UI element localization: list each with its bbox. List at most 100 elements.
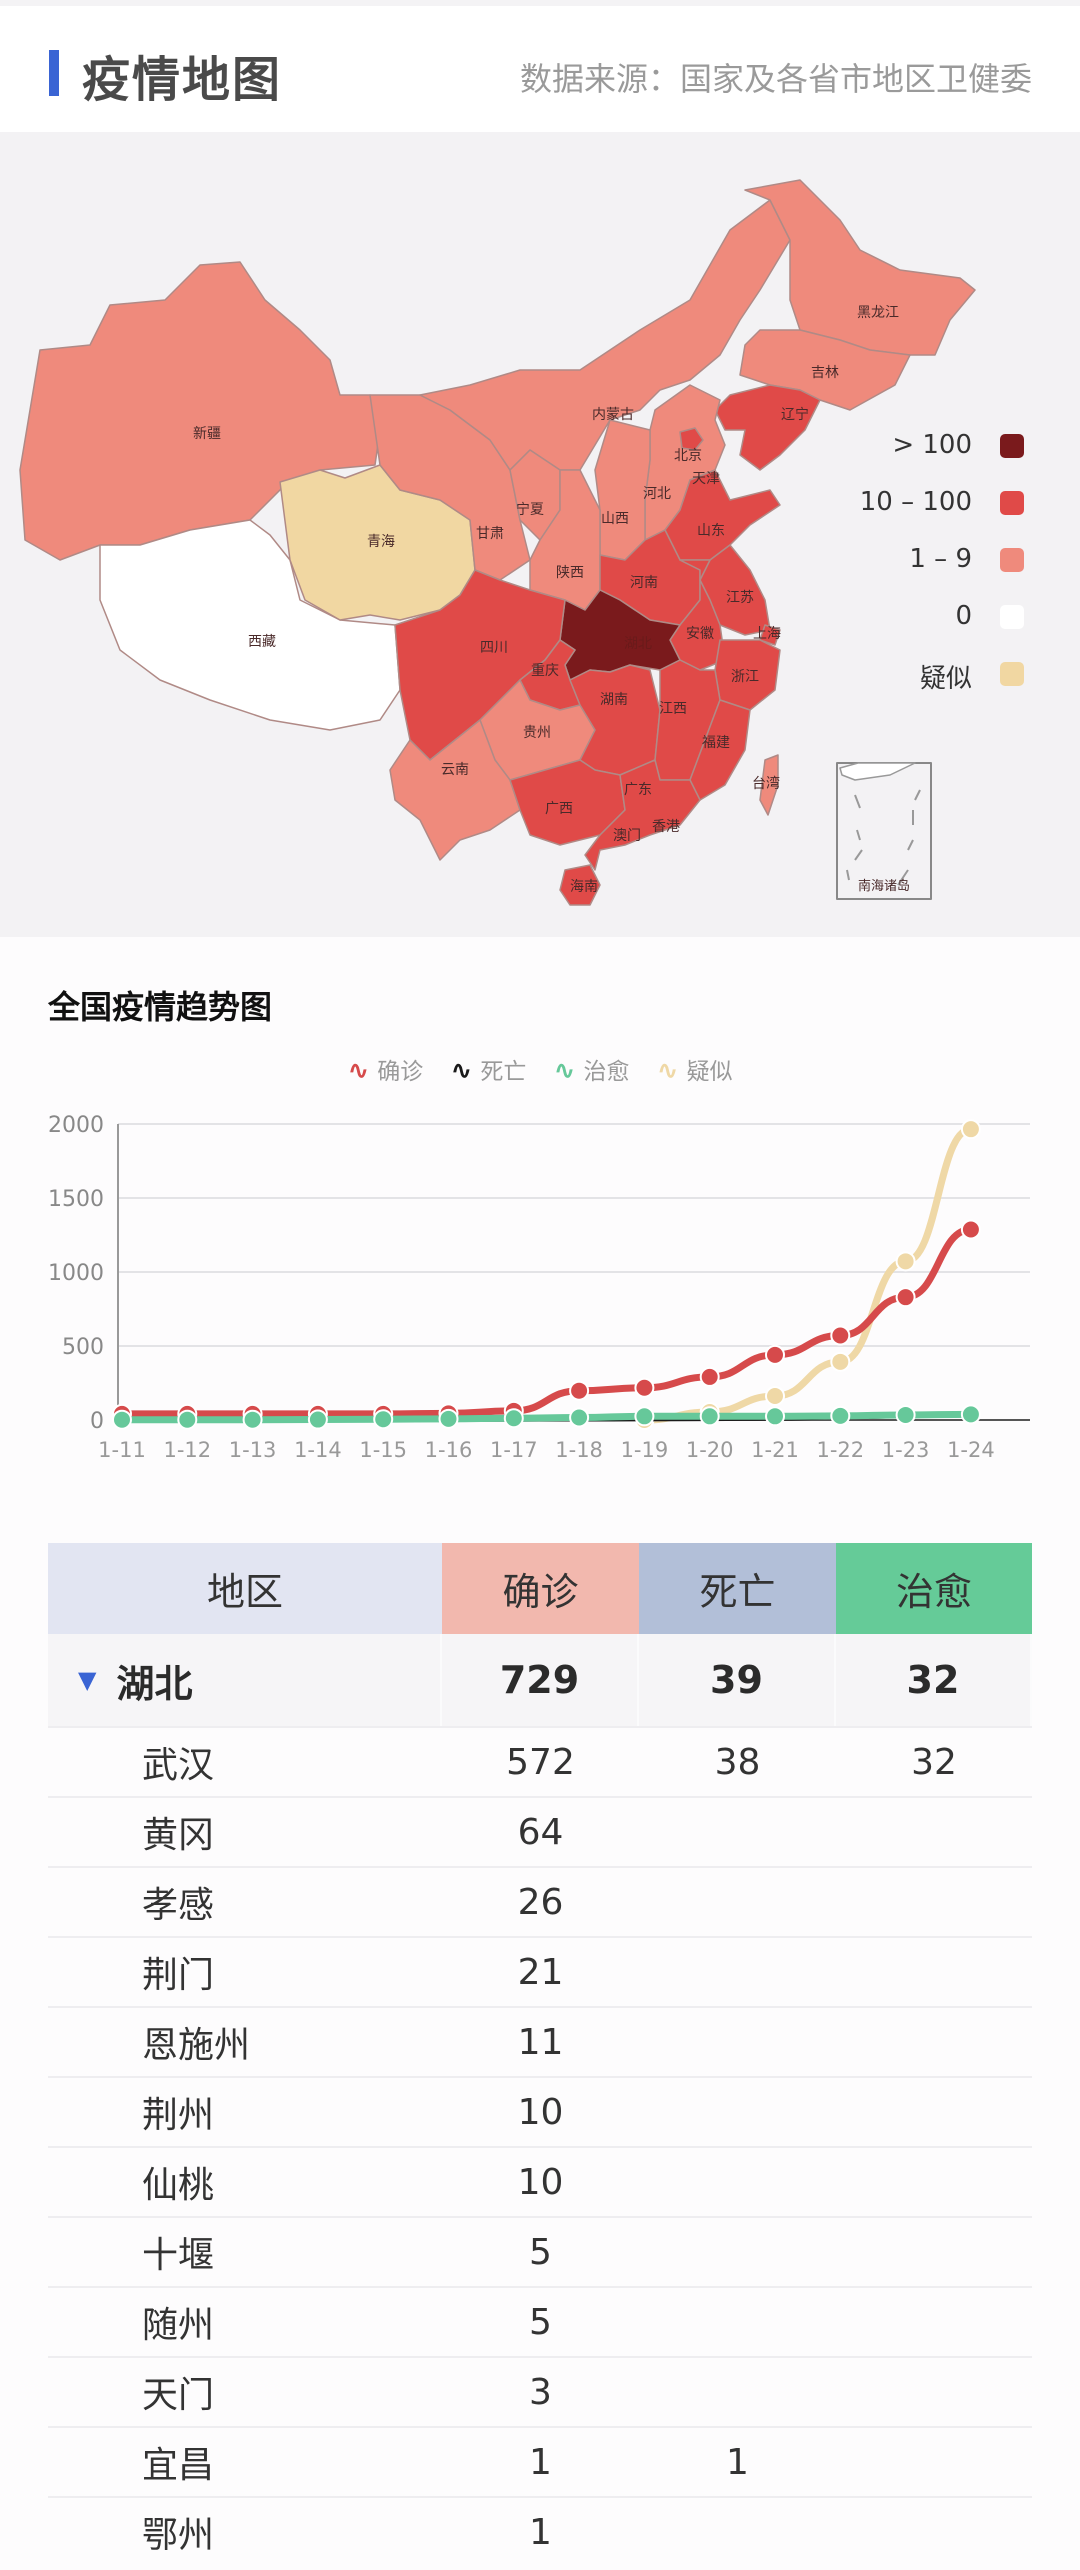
data-point[interactable] [307,1409,328,1430]
data-point[interactable] [373,1409,394,1430]
province-shanghai[interactable] [759,624,781,646]
table-row[interactable]: 天门 3 [48,2356,1032,2426]
data-point[interactable] [242,1409,263,1430]
label-jilin: 吉林 [811,365,839,381]
header-region[interactable]: 地区 [48,1543,442,1634]
section-header: 疫情地图 数据来源：国家及各省市地区卫健委 [0,0,1080,132]
swatch-icon [1000,434,1024,458]
data-point[interactable] [895,1404,916,1425]
data-point[interactable] [569,1407,590,1428]
data-point[interactable] [830,1325,851,1346]
x-tick-label: 1-11 [98,1438,146,1462]
label-beijing: 北京 [674,448,702,464]
province-fujian[interactable] [689,699,751,801]
legend-item-suspected[interactable]: 疑似 [792,650,1032,707]
series-line [118,1226,975,1418]
label-hebei: 河北 [643,486,671,502]
data-point[interactable] [699,1406,720,1427]
table-header: 地区 确诊 死亡 治愈 [48,1543,1032,1634]
chart-legend-suspected[interactable]: ∿ 疑似 [656,1056,733,1086]
data-point[interactable] [438,1408,459,1429]
label-guizhou: 贵州 [523,725,551,741]
legend-item-1-9[interactable]: 1 – 9 [792,536,1032,593]
cell-name: 孝感 [142,1885,215,1926]
province-yunnan[interactable] [389,719,521,861]
chart-legend-deaths[interactable]: ∿ 死亡 [450,1056,527,1086]
data-point[interactable] [830,1405,851,1426]
province-row-hubei[interactable]: ▼ 湖北 729 39 32 [48,1634,1032,1726]
data-point[interactable] [830,1351,851,1372]
data-point[interactable] [960,1404,981,1425]
y-tick-label: 1000 [48,1261,104,1286]
table-row[interactable]: 宜昌 1 1 [48,2426,1032,2496]
table-row[interactable]: 仙桃 10 [48,2146,1032,2216]
data-point[interactable] [960,1219,981,1240]
label-hunan: 湖南 [600,692,628,708]
cell-cured [836,2148,1032,2216]
table-row[interactable]: 十堰 5 [48,2216,1032,2286]
cell-cured [836,2288,1032,2356]
province-beijing[interactable] [679,427,704,451]
table-row[interactable]: 黄冈 64 [48,1796,1032,1866]
province-liaoning[interactable] [714,384,821,471]
table-row[interactable]: 随州 5 [48,2286,1032,2356]
data-point[interactable] [503,1408,524,1429]
chart-legend-cured[interactable]: ∿ 治愈 [553,1056,630,1086]
data-point[interactable] [112,1409,132,1430]
collapse-triangle-icon[interactable]: ▼ [78,1666,97,1694]
label-inset: 南海诸岛 [858,878,910,894]
trend-line-chart[interactable]: 0 500 1000 1500 2000 1-11 1-12 1-13 1-14 1-15 1-16… [0,1100,1080,1480]
data-point[interactable] [960,1119,981,1140]
province-jilin[interactable] [739,329,911,411]
label-neimenggu: 内蒙古 [592,407,634,423]
data-point[interactable] [177,1409,198,1430]
cell-cured [836,1868,1032,1936]
province-hainan[interactable] [559,864,601,906]
header-confirmed[interactable]: 确诊 [442,1543,639,1634]
cell-cured [836,2218,1032,2286]
table-row[interactable]: 孝感 26 [48,1866,1032,1936]
header-cured[interactable]: 治愈 [836,1543,1032,1634]
province-guangdong[interactable] [584,759,701,871]
data-point[interactable] [895,1287,916,1308]
table-row[interactable]: 荆州 10 [48,2076,1032,2146]
label-guangxi: 广西 [545,801,573,817]
cell-cured [836,2498,1032,2566]
cell-deaths [639,2218,836,2286]
data-point[interactable] [634,1377,655,1398]
data-point[interactable] [634,1406,655,1427]
china-map[interactable]: 新疆 西藏 青海 甘肃 宁夏 内蒙古 黑龙江 吉林 辽宁 北京 天津 河北 山西… [0,132,1080,937]
data-point[interactable] [895,1251,916,1272]
province-shandong[interactable] [664,469,781,561]
data-source-note: 数据来源：国家及各省市地区卫健委 [519,60,1032,98]
province-taiwan[interactable] [759,754,779,816]
legend-item-0[interactable]: 0 [792,593,1032,650]
x-tick-label: 1-13 [229,1438,277,1462]
table-row[interactable]: 荆门 21 [48,1936,1032,2006]
table-row[interactable]: 恩施州 11 [48,2006,1032,2076]
cell-deaths [639,2498,836,2566]
cell-cured: 32 [911,1741,957,1783]
label-macau: 澳门 [613,828,641,844]
wave-icon: ∿ [553,1056,576,1086]
data-point[interactable] [765,1344,785,1365]
data-point[interactable] [699,1366,720,1387]
data-point[interactable] [569,1380,590,1401]
cell-deaths [639,2008,836,2076]
x-tick-label: 1-14 [294,1438,342,1462]
cell-confirmed: 11 [517,2021,564,2063]
header-deaths[interactable]: 死亡 [639,1543,836,1634]
legend-item-10-100[interactable]: 10 – 100 [792,479,1032,536]
cell-name: 仙桃 [142,2165,215,2206]
title-accent-bar [49,50,59,96]
data-point[interactable] [765,1386,785,1407]
province-heilongjiang[interactable] [744,179,976,356]
legend-item-gt100[interactable]: > 100 [792,422,1032,479]
table-row[interactable]: 鄂州 1 [48,2496,1032,2566]
chart-legend-confirmed[interactable]: ∿ 确诊 [347,1056,424,1086]
province-shanxi[interactable] [594,419,651,561]
table-row[interactable]: 武汉 572 38 32 [48,1726,1032,1796]
data-point[interactable] [765,1406,785,1427]
cell-cured [836,2008,1032,2076]
